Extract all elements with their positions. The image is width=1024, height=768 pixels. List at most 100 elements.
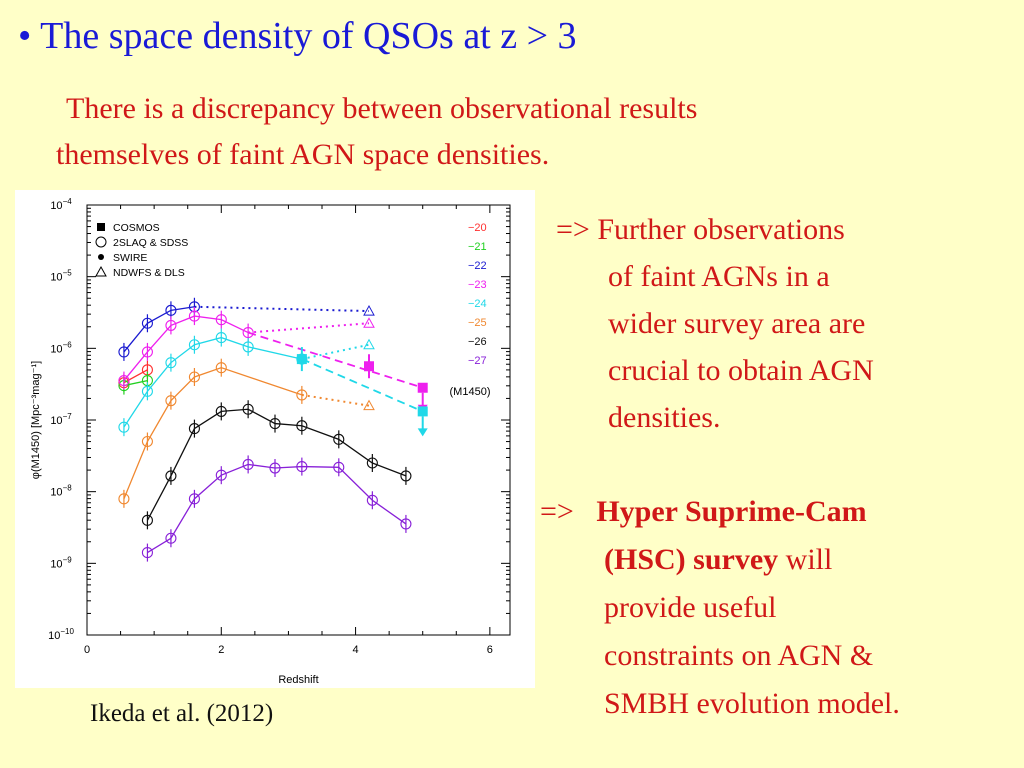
series-line: [123, 379, 148, 387]
magnitude-legend-label: −20: [468, 222, 487, 234]
y-tick-label: 10−8: [50, 484, 72, 499]
y-tick-label: 10−9: [50, 555, 72, 570]
data-point: [165, 304, 177, 316]
triangle-point: [363, 305, 375, 316]
dashed-fit-line: [301, 358, 424, 413]
data-point: [400, 470, 412, 482]
point1-line: wider survey area are: [608, 307, 866, 340]
upper-limit-point: [417, 406, 428, 417]
point2-line: constraints on AGN &: [604, 639, 874, 672]
data-point: [165, 395, 177, 407]
x-tick-label: 6: [487, 644, 493, 656]
dotted-extrapolation: [248, 322, 370, 334]
legend-triangle-icon: [95, 265, 107, 277]
x-tick-label: 2: [218, 644, 224, 656]
series-line: [123, 336, 303, 428]
series-line: [147, 463, 407, 554]
data-point: [333, 433, 345, 445]
subtitle-line-1: There is a discrepancy between observati…: [66, 92, 698, 125]
data-point: [400, 518, 412, 530]
y-tick-label: 10−5: [50, 269, 72, 284]
dotted-extrapolation: [194, 305, 370, 313]
magnitude-legend-label: −24: [468, 298, 487, 310]
data-point: [188, 371, 200, 383]
point2-line: SMBH evolution model.: [604, 687, 900, 720]
point2-first-line: => Hyper Suprime-Cam: [540, 488, 900, 536]
data-point: [242, 403, 254, 415]
x-tick-label: 0: [84, 644, 90, 656]
data-point: [141, 547, 153, 559]
further-observations-point: => Further observations of faint AGNs in…: [556, 206, 874, 441]
point1-line: densities.: [608, 401, 721, 434]
magnitude-legend-label: −23: [468, 279, 487, 291]
luminosity-function-chart: 0 2 4 6 10−4 10−5 10−6 10−7 10−8 10−9 10−10 Redshif…: [15, 190, 535, 688]
point2-line: provide useful: [604, 591, 777, 624]
data-point: [188, 423, 200, 435]
data-point: [296, 420, 308, 432]
dashed-fit-line: [247, 331, 423, 389]
data-point: [188, 339, 200, 351]
data-point: [215, 314, 227, 326]
legend-dot-icon: [98, 254, 104, 260]
y-tick-label: 10−6: [50, 340, 72, 355]
data-point: [333, 461, 345, 473]
data-point: [215, 332, 227, 344]
data-point: [366, 457, 378, 469]
series-line: [146, 408, 407, 521]
slide-title: • The space density of QSOs at z > 3: [18, 15, 577, 57]
data-point: [242, 341, 254, 353]
magnitude-legend-title: (M1450): [450, 386, 491, 398]
data-point: [215, 362, 227, 374]
upper-limit-point: [417, 382, 428, 393]
data-point: [165, 319, 177, 331]
point1-line: crucial to obtain AGN: [608, 354, 874, 387]
citation: Ikeda et al. (2012): [90, 700, 274, 727]
subtitle-line-2: themselves of faint AGN space densities.: [56, 138, 550, 171]
triangle-point: [363, 399, 375, 411]
point1-first-line: => Further observations: [556, 213, 845, 246]
data-point: [188, 493, 200, 505]
data-point: [118, 346, 130, 358]
data-point: [141, 346, 153, 358]
data-point: [141, 317, 153, 329]
triangle-point: [363, 317, 375, 328]
magnitude-legend-label: −21: [468, 241, 487, 253]
y-tick-label: 10−10: [48, 627, 74, 642]
point2-will: will: [778, 543, 833, 576]
magnitude-legend-label: −22: [468, 260, 487, 272]
y-axis-label: φ(M1450) [Mpc⁻³mag⁻¹]: [30, 361, 42, 479]
data-point: [141, 435, 153, 448]
data-point: [296, 461, 308, 473]
magnitude-legend-label: −26: [468, 336, 487, 348]
hsc-name: Hyper Suprime-Cam: [596, 495, 867, 528]
series-line: [123, 306, 195, 353]
dotted-extrapolation: [301, 393, 370, 407]
data-point: [215, 469, 227, 481]
data-point: [118, 421, 130, 433]
y-tick-label: 10−7: [50, 412, 72, 427]
data-point: [269, 418, 281, 430]
legend-label: COSMOS: [113, 222, 160, 234]
x-tick-label: 4: [353, 644, 359, 656]
data-point: [296, 389, 308, 401]
chart-canvas: 0 2 4 6 10−4 10−5 10−6 10−7 10−8 10−9 10−10 Redshif…: [30, 197, 511, 686]
data-point: [141, 514, 153, 526]
data-point: [118, 375, 130, 387]
data-point: [269, 462, 281, 474]
y-tick-label: 10−4: [50, 197, 72, 212]
data-point: [188, 310, 200, 322]
slide-subtitle: There is a discrepancy between observati…: [56, 86, 697, 178]
series-line: [123, 366, 303, 500]
data-point: [118, 493, 130, 505]
data-point: [242, 327, 254, 339]
hsc-abbrev: (HSC) survey: [604, 543, 779, 576]
x-axis-label: Redshift: [278, 674, 318, 686]
point2-line: (HSC) survey will: [540, 536, 900, 584]
data-point: [165, 470, 177, 482]
hsc-survey-point: => Hyper Suprime-Cam (HSC) survey will p…: [540, 488, 900, 728]
magnitude-legend-label: −27: [468, 355, 487, 367]
legend-label: 2SLAQ & SDSS: [113, 237, 188, 249]
data-point: [165, 532, 177, 544]
point1-line: of faint AGNs in a: [608, 260, 830, 293]
data-point: [141, 385, 153, 397]
